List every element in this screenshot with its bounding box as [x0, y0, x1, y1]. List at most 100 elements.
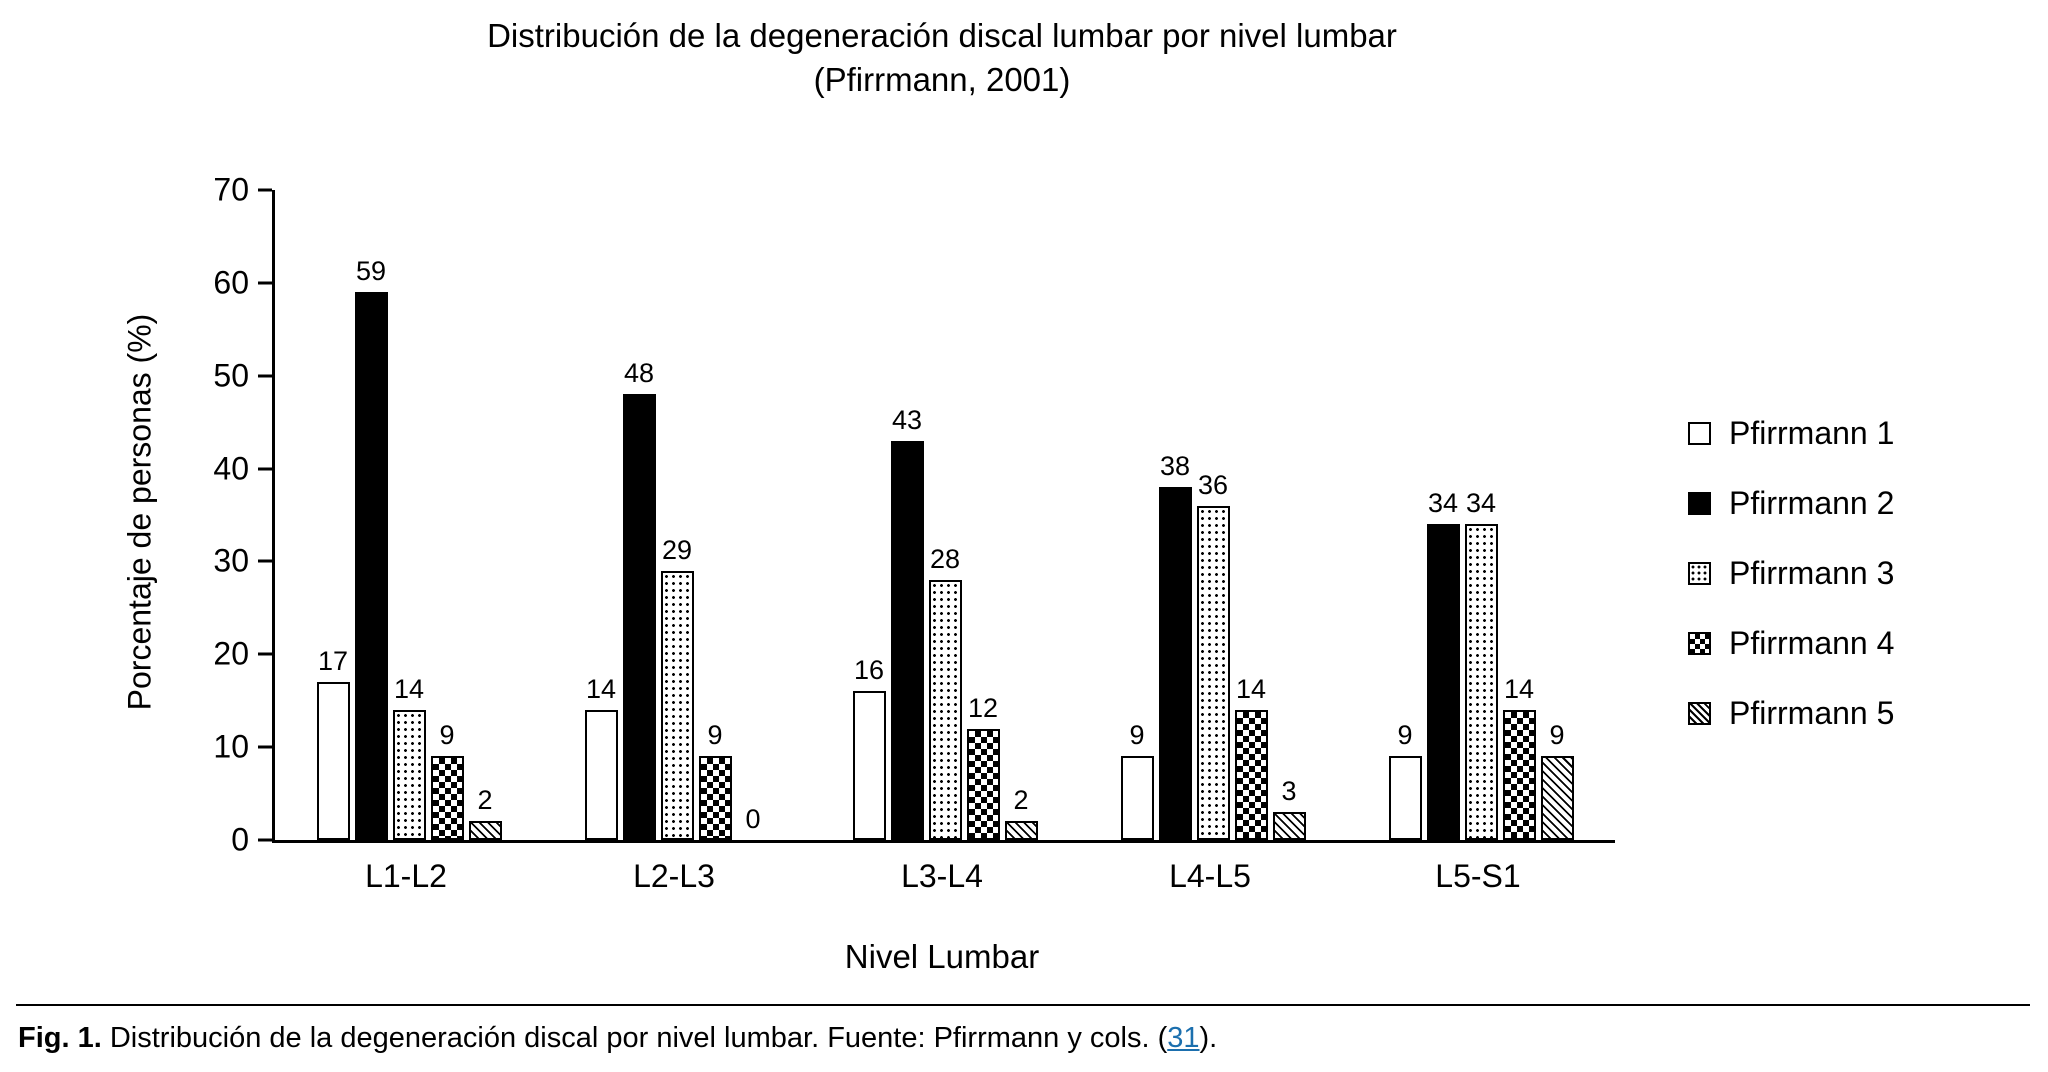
- caption-divider: [16, 1004, 2030, 1006]
- bar-value-label: 9: [707, 720, 723, 750]
- bar-pfirrmann-4-l2-l3: 9: [698, 720, 732, 840]
- bar-pfirrmann-5-l4-l5: 3: [1272, 776, 1306, 840]
- plot-area: 17 59 14 9 2 14 48 29 9 0 16 43 28 12 2 9 38 36 14 3 9 34 34 14…: [272, 190, 1615, 843]
- bar-value-label: 12: [967, 693, 999, 723]
- bar-value-label: 36: [1197, 470, 1229, 500]
- figure-caption: Fig. 1. Distribución de la degeneración …: [18, 1022, 1217, 1055]
- bar-value-label: 16: [853, 655, 885, 685]
- x-label-l4-l5: L4-L5: [1169, 858, 1251, 894]
- bar-pfirrmann-2-l1-l2: 59: [354, 256, 388, 840]
- bar: [1502, 710, 1536, 840]
- bar-value-label: 0: [745, 804, 761, 834]
- y-tick-mark: [258, 374, 272, 378]
- legend-item-pfirrmann-2: Pfirrmann 2: [1688, 485, 1894, 522]
- bar-pfirrmann-1-l2-l3: 14: [584, 674, 618, 840]
- bar: [1004, 821, 1038, 840]
- bar-pfirrmann-1-l1-l2: 17: [316, 646, 350, 840]
- bar-pfirrmann-5-l1-l2: 2: [468, 785, 502, 840]
- bar: [392, 710, 426, 840]
- bar-groups: 17 59 14 9 2 14 48 29 9 0 16 43 28 12 2 9 38 36 14 3 9 34 34 14…: [275, 190, 1615, 840]
- bar: [852, 691, 886, 840]
- bar-value-label: 14: [1235, 674, 1267, 704]
- legend: Pfirrmann 1 Pfirrmann 2 Pfirrmann 3 Pfir…: [1688, 415, 1894, 732]
- white-outline-swatch-icon: [1688, 422, 1711, 445]
- bar: [354, 292, 388, 840]
- bar-group-l2-l3: 14 48 29 9 0: [584, 358, 765, 840]
- y-tick-mark: [258, 652, 272, 656]
- reference-link[interactable]: 31: [1167, 1022, 1200, 1054]
- y-tick-mark: [258, 559, 272, 563]
- y-tick-mark: [258, 838, 272, 842]
- solid-black-swatch-icon: [1688, 492, 1711, 515]
- legend-label: Pfirrmann 2: [1729, 485, 1895, 521]
- bar-value-label: 9: [1549, 720, 1565, 750]
- bar-value-label: 38: [1159, 451, 1191, 481]
- bar-value-label: 9: [1397, 720, 1413, 750]
- bar-pfirrmann-5-l3-l4: 2: [1004, 785, 1038, 840]
- legend-label: Pfirrmann 3: [1729, 555, 1895, 591]
- y-tick-label: 50: [213, 357, 249, 394]
- bar-value-label: 34: [1427, 488, 1459, 518]
- bar-pfirrmann-2-l3-l4: 43: [890, 405, 924, 840]
- bar-group-l4-l5: 9 38 36 14 3: [1120, 451, 1306, 840]
- bar-pfirrmann-2-l2-l3: 48: [622, 358, 656, 840]
- x-category-labels: L1-L2 L2-L3 L3-L4 L4-L5 L5-S1: [272, 858, 1612, 895]
- bar-pfirrmann-5-l2-l3: 0: [737, 804, 770, 840]
- bar-value-label: 14: [393, 674, 425, 704]
- y-tick-mark: [258, 281, 272, 285]
- legend-label: Pfirrmann 1: [1729, 415, 1895, 451]
- bar-pfirrmann-4-l1-l2: 9: [430, 720, 464, 840]
- legend-item-pfirrmann-1: Pfirrmann 1: [1688, 415, 1894, 452]
- y-tick-label: 10: [213, 728, 249, 765]
- bar-value-label: 34: [1465, 488, 1497, 518]
- bar-value-label: 17: [317, 646, 349, 676]
- legend-label: Pfirrmann 5: [1729, 695, 1895, 731]
- bar-value-label: 28: [929, 544, 961, 574]
- y-axis-tick: 70: [213, 172, 272, 209]
- chart-title-line1: Distribución de la degeneración discal l…: [487, 17, 1397, 54]
- legend-item-pfirrmann-5: Pfirrmann 5: [1688, 695, 1894, 732]
- x-label-l2-l3: L2-L3: [633, 858, 715, 894]
- y-tick-label: 0: [231, 821, 249, 858]
- x-label-l5-s1: L5-S1: [1435, 858, 1521, 894]
- bar: [1196, 506, 1230, 840]
- bar-pfirrmann-2-l4-l5: 38: [1158, 451, 1192, 840]
- bar: [1120, 756, 1154, 840]
- bar-group-l3-l4: 16 43 28 12 2: [852, 405, 1038, 840]
- bar-value-label: 9: [1129, 720, 1145, 750]
- y-tick-label: 70: [213, 171, 249, 208]
- bar-value-label: 9: [439, 720, 455, 750]
- bar-value-label: 48: [623, 358, 655, 388]
- y-axis-tick: 20: [213, 636, 272, 673]
- y-axis-tick: 30: [213, 543, 272, 580]
- x-label-l3-l4: L3-L4: [901, 858, 983, 894]
- bar: [430, 756, 464, 840]
- bar: [928, 580, 962, 840]
- figure-caption-text: Distribución de la degeneración discal p…: [101, 1022, 1168, 1054]
- bar-value-label: 59: [355, 256, 387, 286]
- figure-caption-suffix: ).: [1199, 1022, 1218, 1054]
- chart-title-line2: (Pfirrmann, 2001): [813, 61, 1071, 98]
- bar: [698, 756, 732, 840]
- bar: [890, 441, 924, 840]
- diagonal-hatch-swatch-icon: [1688, 702, 1711, 725]
- bar-value-label: 3: [1281, 776, 1297, 806]
- bar: [622, 394, 656, 840]
- bar: [1388, 756, 1422, 840]
- figure-caption-label: Fig. 1.: [18, 1022, 102, 1054]
- bar-pfirrmann-3-l5-s1: 34: [1464, 488, 1498, 840]
- y-tick-mark: [258, 745, 272, 749]
- y-tick-label: 40: [213, 450, 249, 487]
- bar: [316, 682, 350, 840]
- y-tick-label: 20: [213, 635, 249, 672]
- y-tick-mark: [258, 467, 272, 471]
- legend-item-pfirrmann-4: Pfirrmann 4: [1688, 625, 1894, 662]
- bar-pfirrmann-4-l4-l5: 14: [1234, 674, 1268, 840]
- bar: [1234, 710, 1268, 840]
- y-tick-label: 30: [213, 542, 249, 579]
- bar-pfirrmann-3-l1-l2: 14: [392, 674, 426, 840]
- bar-pfirrmann-4-l5-s1: 14: [1502, 674, 1536, 840]
- bar-value-label: 14: [1503, 674, 1535, 704]
- legend-label: Pfirrmann 4: [1729, 625, 1895, 661]
